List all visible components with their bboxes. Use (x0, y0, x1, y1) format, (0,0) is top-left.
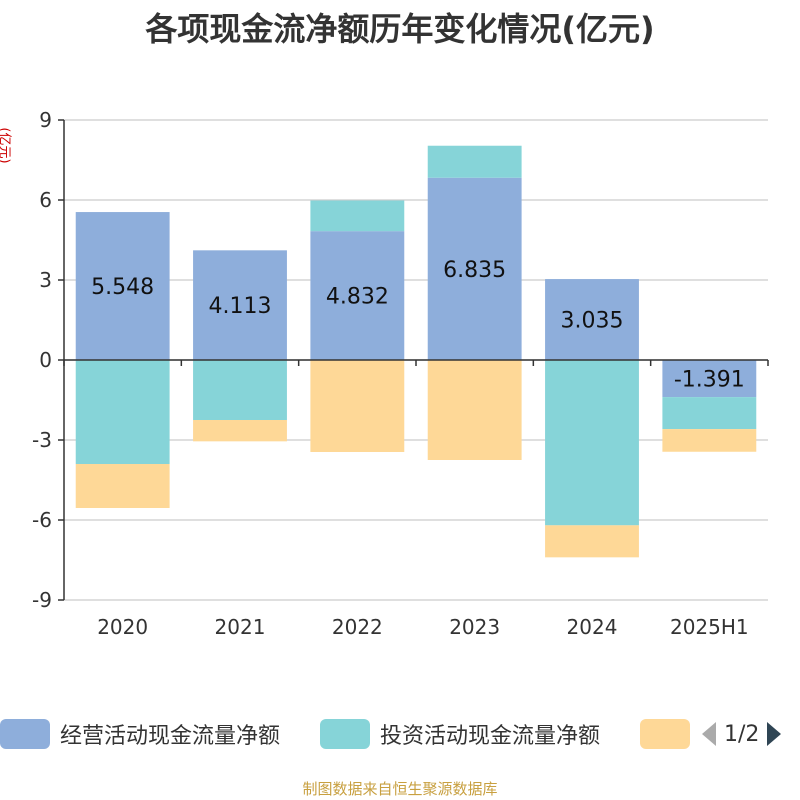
y-tick-label: -3 (32, 428, 52, 452)
bar-2 (310, 200, 405, 232)
source-note: 制图数据来自恒生聚源数据库 (302, 780, 498, 798)
x-tick-label: 2022 (332, 615, 383, 639)
bar-2 (193, 360, 287, 420)
legend-item-operating[interactable]: 经营活动现金流量净额 (0, 716, 280, 752)
bar-3 (427, 360, 522, 460)
y-tick-label: 6 (39, 188, 52, 212)
bar-3 (545, 525, 639, 558)
x-tick-label: 2024 (567, 615, 618, 639)
pager-text: 1/2 (724, 721, 760, 747)
legend-swatch-investing (320, 719, 370, 749)
data-label: 5.548 (91, 275, 154, 300)
data-label: 6.835 (443, 258, 506, 283)
bar-3 (75, 464, 170, 508)
y-tick-label: 9 (39, 108, 52, 132)
legend-label-investing: 投资活动现金流量净额 (380, 724, 601, 749)
bar-1 (545, 279, 639, 360)
x-tick-label: 2020 (97, 615, 148, 639)
y-tick-label: -6 (32, 508, 52, 532)
bar-2 (75, 360, 170, 464)
data-label: 4.832 (326, 285, 389, 310)
x-tick-label: 2025H1 (670, 615, 749, 639)
bar-2 (662, 397, 757, 430)
legend: 经营活动现金流量净额 投资活动现金流量净额 1/2 (0, 716, 800, 752)
bar-1 (662, 360, 757, 398)
bar-2 (427, 145, 522, 178)
legend-item-financing[interactable] (640, 716, 700, 752)
chart-title: 各项现金流净额历年变化情况(亿元) (145, 10, 655, 48)
bar-1 (75, 212, 170, 360)
bar-3 (662, 429, 757, 452)
legend-swatch-financing (640, 719, 690, 749)
bar-1 (193, 250, 287, 360)
legend-pager: 1/2 (700, 716, 783, 752)
y-tick-label: 3 (39, 268, 52, 292)
bar-1 (427, 177, 522, 360)
data-label: 3.035 (561, 309, 624, 334)
triangle-left-icon[interactable] (700, 720, 718, 748)
y-tick-label: 0 (39, 348, 52, 372)
data-label: 4.113 (209, 294, 272, 319)
bar-1 (310, 231, 405, 360)
triangle-right-icon[interactable] (765, 720, 783, 748)
x-tick-label: 2023 (449, 615, 500, 639)
legend-label-operating: 经营活动现金流量净额 (60, 724, 281, 749)
bar-2 (545, 360, 639, 526)
bar-3 (193, 420, 287, 442)
data-label: -1.391 (674, 368, 745, 393)
y-tick-label: -9 (32, 588, 52, 612)
legend-swatch-operating (0, 719, 50, 749)
chart-canvas: 9 6 3 0 -3 -6 -9 2020 2021 2022 2023 2024 2025H1 5.54… (32, 108, 769, 639)
legend-item-investing[interactable]: 投资活动现金流量净额 (320, 716, 600, 752)
bar-3 (310, 360, 405, 452)
x-tick-label: 2021 (215, 615, 266, 639)
